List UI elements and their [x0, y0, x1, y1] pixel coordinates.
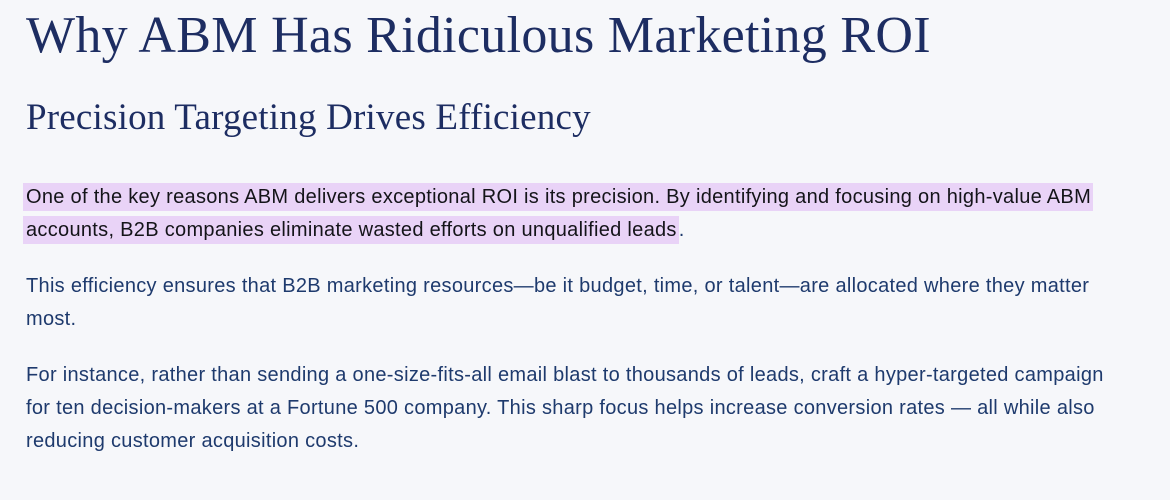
paragraph-precision-highlighted: One of the key reasons ABM delivers exce… — [23, 181, 1130, 247]
page-subtitle: Precision Targeting Drives Efficiency — [26, 97, 591, 138]
paragraph-example: For instance, rather than sending a one-… — [26, 364, 1104, 452]
highlight-trailing-period: . — [678, 219, 685, 241]
highlighted-text: One of the key reasons ABM delivers exce… — [23, 183, 1094, 244]
page-title: Why ABM Has Ridiculous Marketing ROI — [26, 7, 931, 64]
paragraph-efficiency: This efficiency ensures that B2B marketi… — [26, 275, 1090, 330]
